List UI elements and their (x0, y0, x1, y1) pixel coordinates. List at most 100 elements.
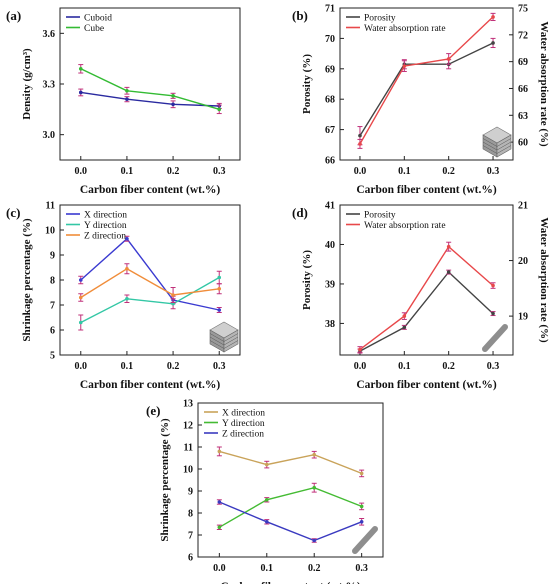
y-axis-label: Porosity (%) (301, 54, 313, 114)
y-right-tick-label: 66 (518, 84, 528, 95)
y-right-tick-label: 19 (518, 312, 528, 323)
data-point (217, 107, 222, 112)
data-point (217, 500, 222, 504)
data-point (217, 286, 222, 291)
data-point (358, 347, 362, 352)
y-right-axis-label: Water absorption rate (%) (538, 217, 550, 343)
y-tick-label: 6 (50, 326, 55, 337)
data-point (125, 88, 129, 93)
panel-label: (d) (292, 205, 308, 220)
legend-label: Y direction (222, 419, 265, 429)
lattice-grid-line (496, 145, 512, 154)
specimen-rod-icon (482, 324, 508, 352)
data-point (358, 133, 362, 138)
panel-label: (e) (146, 403, 160, 418)
y-tick-label: 3.3 (43, 80, 56, 91)
data-point (217, 525, 222, 530)
legend-label: Cube (84, 24, 104, 34)
lattice-grid-line (496, 141, 512, 151)
y-axis-label: Porosity (%) (301, 250, 313, 310)
chart-panel: (b) 0.0 0.1 0.2 0.3 Carbon fiber content (wt.… (292, 4, 550, 197)
data-point (312, 538, 317, 543)
data-point (358, 142, 362, 146)
specimen-lattice-icon (209, 321, 239, 353)
y-tick-label: 67 (325, 125, 335, 136)
y-tick-label: 10 (183, 465, 193, 476)
y-right-tick-label: 69 (518, 57, 528, 68)
series-line (359, 271, 494, 352)
specimen-rod-icon (352, 526, 378, 554)
y-tick-label: 10 (45, 226, 55, 237)
y-axis-label: Shrinkage percentage (%) (159, 418, 171, 542)
y-tick-label: 5 (50, 351, 55, 362)
series-line (359, 16, 494, 145)
plot-frame (197, 402, 384, 558)
y-tick-label: 69 (325, 64, 335, 75)
x-tick-label: 0.2 (167, 166, 180, 177)
plot-frame (339, 7, 514, 161)
series-line (219, 501, 362, 542)
lattice-grid-line (223, 340, 239, 349)
x-axis-label: Carbon fiber content (wt.%) (356, 184, 496, 196)
x-axis-label: Carbon fiber content (wt.%) (80, 184, 220, 196)
data-point (78, 67, 83, 71)
series-line (219, 450, 362, 475)
data-point (78, 278, 83, 282)
panel-label: (a) (6, 8, 21, 23)
series-line (359, 245, 494, 350)
y-tick-label: 11 (46, 201, 55, 212)
y-right-axis-label: Water absorption rate (%) (538, 21, 550, 147)
legend-label: Z direction (84, 232, 126, 242)
legend-label: Porosity (364, 14, 396, 24)
lattice-grid-line (209, 340, 225, 349)
x-tick-label: 0.0 (213, 563, 226, 574)
data-point (359, 520, 364, 524)
y-right-tick-label: 75 (518, 4, 528, 15)
legend-label: Water absorption rate (364, 24, 446, 34)
x-axis-label: Carbon fiber content (wt.%) (220, 581, 360, 584)
data-point (446, 244, 451, 249)
y-tick-label: 40 (325, 240, 335, 251)
lattice-grid-line (482, 145, 498, 154)
x-tick-label: 0.3 (487, 166, 500, 177)
y-tick-label: 12 (183, 421, 193, 432)
data-point (359, 504, 364, 509)
data-point (217, 308, 222, 312)
data-point (491, 283, 495, 288)
x-tick-label: 0.0 (354, 166, 367, 177)
x-tick-label: 0.3 (213, 361, 226, 372)
y-axis-label: Shrinkage percentage (%) (21, 218, 33, 342)
x-tick-label: 0.0 (75, 166, 88, 177)
y-right-tick-label: 60 (518, 138, 528, 149)
y-tick-label: 41 (325, 201, 335, 212)
y-right-tick-label: 21 (518, 201, 528, 212)
data-point (217, 275, 222, 280)
data-point (264, 520, 269, 524)
y-tick-label: 3.0 (43, 130, 56, 141)
specimen-lattice-icon (482, 126, 512, 158)
data-point (359, 471, 364, 476)
data-point (402, 325, 407, 330)
legend-label: Cuboid (84, 14, 112, 24)
y-tick-label: 70 (325, 34, 335, 45)
data-point (402, 64, 407, 68)
lattice-grid-line (223, 333, 239, 342)
x-tick-label: 0.1 (398, 166, 411, 177)
y-right-tick-label: 20 (518, 256, 528, 267)
data-point (217, 449, 222, 454)
x-tick-label: 0.2 (442, 166, 455, 177)
series-line (359, 42, 494, 137)
y-tick-label: 8 (50, 276, 55, 287)
panel-label: (c) (6, 205, 20, 220)
data-point (312, 485, 317, 490)
x-tick-label: 0.1 (398, 361, 411, 372)
chart-panel: (e) 0.0 0.1 0.2 0.3 Carbon fiber content (wt.… (146, 399, 384, 584)
series-line (80, 276, 220, 324)
data-point (125, 97, 129, 101)
data-point (446, 270, 451, 274)
x-tick-label: 0.2 (308, 563, 321, 574)
x-tick-label: 0.3 (213, 166, 226, 177)
y-tick-label: 9 (188, 487, 193, 498)
data-point (78, 320, 83, 325)
lattice-grid-line (496, 138, 512, 147)
